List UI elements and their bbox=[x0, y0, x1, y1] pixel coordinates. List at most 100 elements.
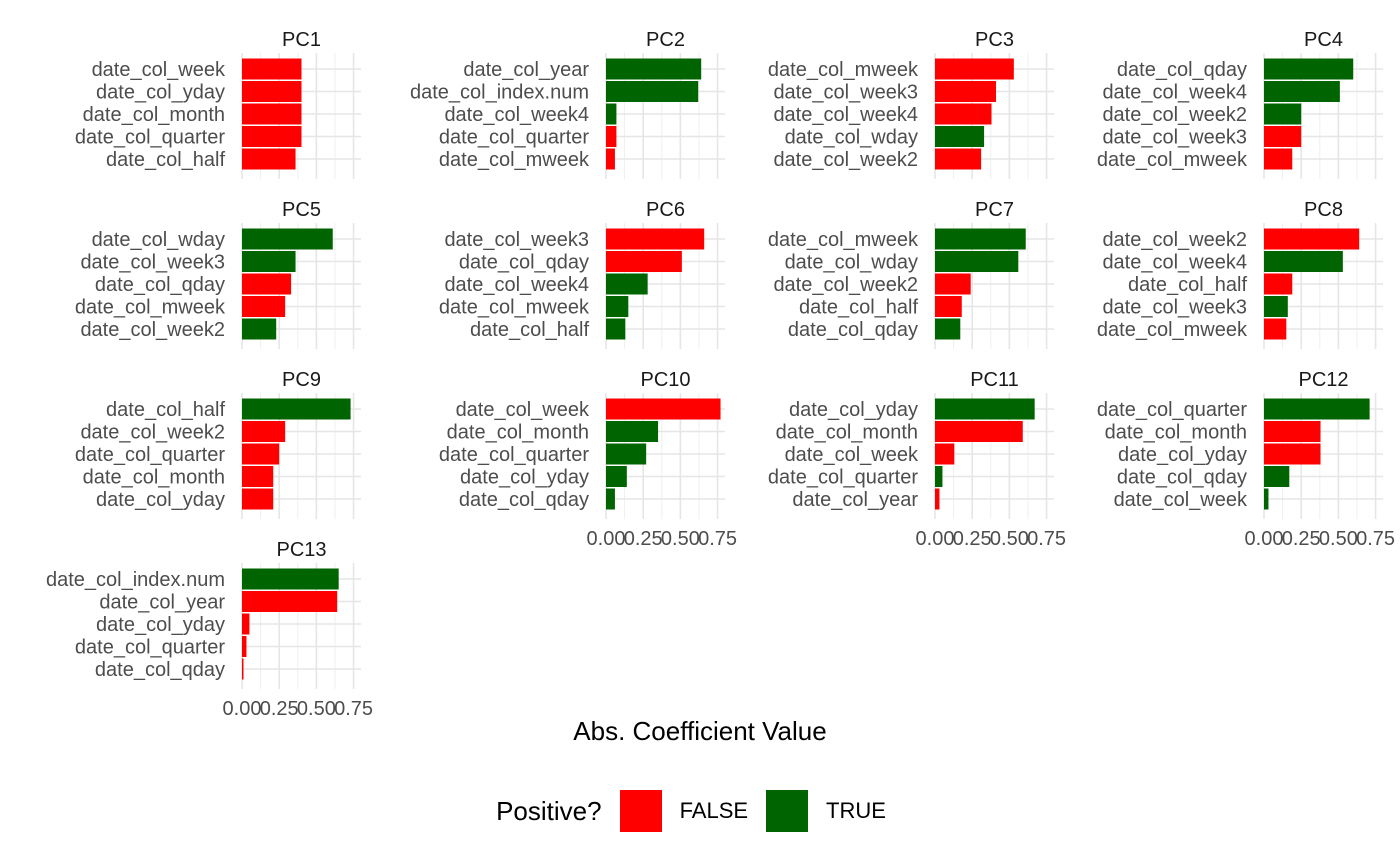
bar-label: date_col_week bbox=[785, 444, 919, 466]
x-tick-label: 0.50 bbox=[990, 528, 1029, 550]
bar-label: date_col_week bbox=[1114, 489, 1248, 511]
bar bbox=[935, 443, 955, 465]
bar bbox=[242, 591, 338, 612]
bar-label: date_col_week2 bbox=[1102, 229, 1247, 251]
bar-label: date_col_half bbox=[1128, 274, 1247, 296]
legend: Positive? FALSE TRUE bbox=[0, 790, 1400, 832]
bar-label: date_col_quarter bbox=[75, 127, 225, 149]
bar bbox=[242, 466, 274, 487]
bar bbox=[935, 318, 961, 340]
bar bbox=[1264, 58, 1354, 80]
bar bbox=[1264, 443, 1321, 465]
bar bbox=[935, 58, 1014, 80]
x-tick-label: 0.00 bbox=[916, 528, 955, 550]
bar-label: date_col_week2 bbox=[773, 274, 918, 296]
bar-label: date_col_yday bbox=[96, 489, 225, 511]
bar bbox=[1264, 251, 1343, 272]
bar-label: date_col_wday bbox=[785, 127, 918, 149]
bar-label: date_col_month bbox=[83, 467, 225, 489]
bar bbox=[935, 273, 971, 295]
panel-title: PC12 bbox=[1298, 369, 1348, 391]
bar bbox=[242, 228, 333, 250]
legend-key-false bbox=[619, 790, 662, 832]
x-tick-label: 0.00 bbox=[587, 528, 626, 550]
panel-title: PC6 bbox=[646, 199, 685, 221]
panel-pc8: PC8date_col_week2date_col_week4date_col_… bbox=[1097, 199, 1383, 349]
bar-label: date_col_half bbox=[106, 149, 225, 171]
panel-pc9: PC9 date_col_halfdate_col_week2date_col_q… bbox=[75, 369, 361, 519]
bar bbox=[935, 126, 985, 147]
bar bbox=[242, 443, 280, 465]
bar-label: date_col_month bbox=[447, 422, 589, 444]
bar-label: date_col_qday bbox=[95, 274, 225, 296]
bar-label: date_col_year bbox=[792, 489, 918, 511]
panel-title: PC2 bbox=[646, 29, 685, 51]
panel-title: PC4 bbox=[1304, 29, 1343, 51]
bar-label: date_col_week3 bbox=[1102, 127, 1247, 149]
bar bbox=[1264, 421, 1321, 442]
bar-label: date_col_week4 bbox=[1102, 82, 1247, 104]
x-tick-label: 0.00 bbox=[1245, 528, 1284, 550]
bar-label: date_col_wday bbox=[785, 252, 918, 274]
bar-label: date_col_wday bbox=[92, 229, 225, 251]
x-tick-label: 0.75 bbox=[334, 698, 373, 720]
bar-label: date_col_week2 bbox=[80, 422, 225, 444]
bar bbox=[606, 421, 659, 442]
panel-pc10: PC10date_col_weekdate_col_monthdate_col_… bbox=[439, 369, 737, 550]
panel-title: PC8 bbox=[1304, 199, 1343, 221]
x-tick-label: 0.75 bbox=[698, 528, 737, 550]
bar bbox=[935, 466, 943, 487]
bar-label: date_col_half bbox=[106, 399, 225, 421]
panel-title: PC3 bbox=[975, 29, 1014, 51]
x-tick-label: 0.25 bbox=[1282, 528, 1321, 550]
bar-label: date_col_quarter bbox=[1097, 399, 1247, 421]
bar bbox=[242, 636, 247, 657]
bar bbox=[242, 103, 302, 125]
x-tick-label: 0.50 bbox=[297, 698, 336, 720]
bar-label: date_col_week3 bbox=[80, 252, 225, 274]
bar-label: date_col_half bbox=[799, 297, 918, 319]
bar bbox=[935, 296, 962, 317]
x-tick-label: 0.50 bbox=[661, 528, 700, 550]
bar bbox=[242, 613, 250, 635]
bar bbox=[242, 398, 351, 420]
bar bbox=[606, 251, 682, 272]
panel-pc4: PC4date_col_qdaydate_col_week4date_col_w… bbox=[1097, 29, 1383, 179]
x-tick-label: 0.75 bbox=[1356, 528, 1395, 550]
bar bbox=[935, 103, 992, 125]
bar-label: date_col_index.num bbox=[410, 82, 589, 104]
bar-label: date_col_quarter bbox=[439, 444, 589, 466]
bar bbox=[242, 318, 277, 340]
panel-pc1: PC1 date_col_weekdate_col_ydaydate_col_mo… bbox=[75, 29, 361, 179]
legend-label-true: TRUE bbox=[826, 798, 886, 823]
bar bbox=[242, 126, 302, 147]
panel-pc6: PC6 date_col_week3date_col_qdaydate_col_w… bbox=[439, 199, 725, 349]
bar-label: date_col_week3 bbox=[773, 82, 918, 104]
bar bbox=[1264, 103, 1302, 125]
bar bbox=[242, 658, 244, 680]
bar bbox=[606, 126, 617, 147]
bar-label: date_col_week2 bbox=[80, 319, 225, 341]
x-tick-label: 0.25 bbox=[953, 528, 992, 550]
bar bbox=[935, 398, 1035, 420]
panel-pc3: PC3date_col_mweekdate_col_week3date_col_… bbox=[768, 29, 1054, 179]
bar bbox=[606, 273, 648, 295]
bar-label: date_col_yday bbox=[789, 399, 918, 421]
legend-title: Positive? bbox=[496, 795, 602, 826]
panel-title: PC10 bbox=[640, 369, 690, 391]
bar-label: date_col_mweek bbox=[75, 297, 226, 319]
bar bbox=[1264, 318, 1287, 340]
bar bbox=[242, 251, 296, 272]
bar-label: date_col_week2 bbox=[1102, 104, 1247, 126]
bar-label: date_col_mweek bbox=[1097, 319, 1248, 341]
bar-label: date_col_qday bbox=[1117, 467, 1247, 489]
bar-label: date_col_year bbox=[99, 592, 225, 614]
bar bbox=[606, 296, 629, 317]
panel-title: PC11 bbox=[970, 369, 1019, 391]
panel-title: PC5 bbox=[282, 199, 321, 221]
panel-pc11: PC11date_col_ydaydate_col_monthdate_col_… bbox=[768, 369, 1066, 550]
legend-label-false: FALSE bbox=[679, 798, 749, 823]
panel-title: PC13 bbox=[276, 539, 326, 561]
bar-label: date_col_week4 bbox=[1102, 252, 1247, 274]
bar-label: date_col_quarter bbox=[768, 467, 918, 489]
